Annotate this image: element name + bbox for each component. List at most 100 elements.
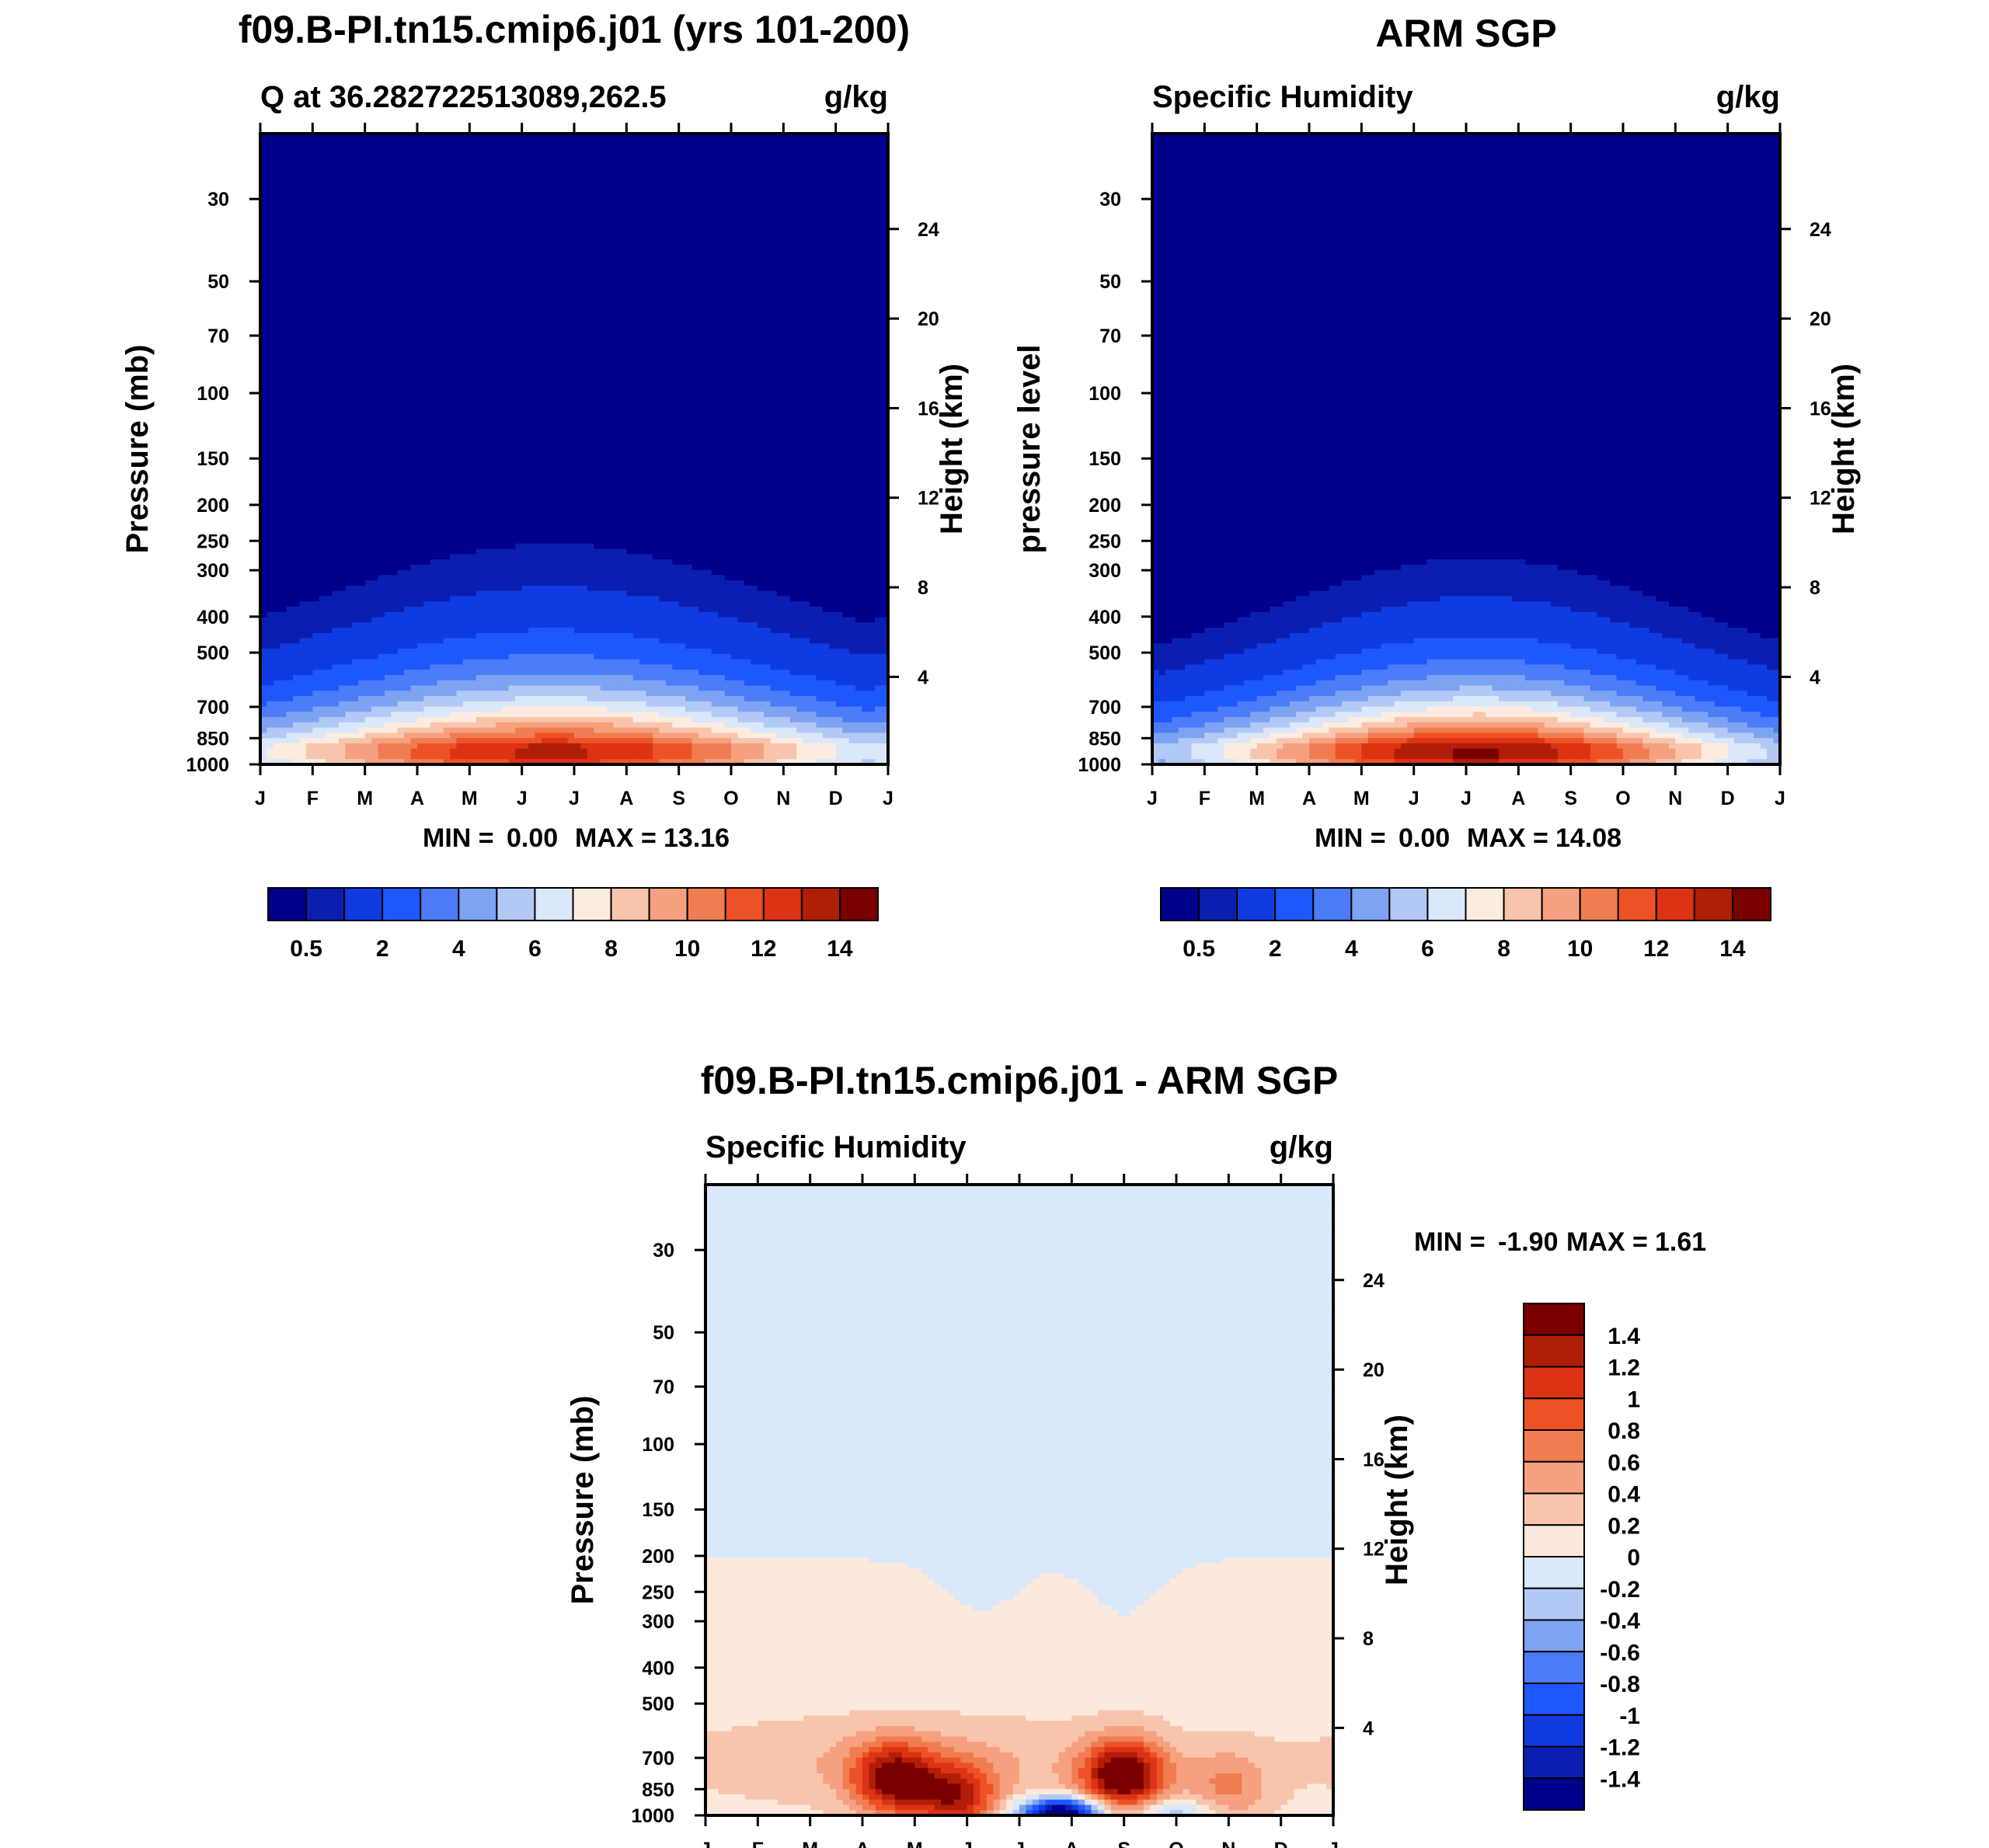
- colorbar-box: [1274, 887, 1315, 921]
- colorbar-box: [724, 887, 765, 921]
- y-axis-label-right: Height (km): [1380, 1415, 1414, 1585]
- x-tick-label: S: [672, 788, 685, 809]
- pressure-tick-label: 700: [642, 1748, 674, 1770]
- x-tick-label: J: [1328, 1839, 1339, 1848]
- x-tick-label: O: [1615, 788, 1630, 809]
- pressure-tick-label: 500: [197, 642, 229, 664]
- colorbar-box: [572, 887, 612, 921]
- pressure-tick-label: 700: [1089, 697, 1121, 719]
- pressure-tick-label: 1000: [186, 754, 229, 776]
- colorbar-box: [1523, 1460, 1585, 1495]
- pressure-tick-label: 400: [642, 1658, 674, 1679]
- colorbar-label: 8: [1497, 936, 1510, 962]
- x-tick-label: O: [1169, 1839, 1183, 1848]
- x-tick-label: J: [1409, 788, 1419, 809]
- x-tick-label: M: [1249, 788, 1265, 809]
- height-tick-label: 16: [918, 398, 939, 419]
- pressure-tick-label: 150: [642, 1499, 674, 1521]
- panel-2: MIN = 0.00 MAX = 14.08 0.5 2 4 6 8 10 12 14: [1141, 123, 1791, 962]
- x-tick-label: J: [1775, 788, 1785, 809]
- colorbar-label: -1.2: [1600, 1735, 1640, 1761]
- min-max-stats: MIN = -1.90 MAX = 1.61: [1414, 1227, 1706, 1257]
- colorbar: 0.5 2 4 6 8 10 12 14: [1160, 887, 1771, 962]
- x-tick-label: D: [829, 788, 843, 809]
- pressure-tick-label: 850: [642, 1779, 674, 1801]
- colorbar-box: [1523, 1587, 1585, 1621]
- pressure-tick-label: 70: [653, 1376, 674, 1398]
- x-tick-label: M: [1353, 788, 1370, 809]
- stat-max_label: MAX =: [1566, 1227, 1648, 1257]
- colorbar-box: [1503, 887, 1543, 921]
- colorbar-box: [1198, 887, 1238, 921]
- height-tick-label: 24: [1363, 1270, 1385, 1292]
- colorbar-label: 14: [1719, 936, 1746, 962]
- colorbar-box: [1523, 1334, 1585, 1368]
- height-tick-label: 20: [1363, 1359, 1385, 1381]
- panel-subtitle-right: g/kg: [1716, 80, 1780, 114]
- y-axis-label-right: Height (km): [1827, 364, 1861, 534]
- x-tick-label: J: [700, 1839, 711, 1848]
- colorbar-box: [1523, 1429, 1585, 1463]
- panel-title: ARM SGP: [1375, 12, 1556, 55]
- colorbar-label: 1.4: [1608, 1324, 1640, 1349]
- pressure-tick-label: 150: [197, 448, 229, 470]
- height-tick-label: 24: [1810, 219, 1831, 241]
- colorbar-box: [1312, 887, 1353, 921]
- colorbar-box: [610, 887, 650, 921]
- pressure-tick-label: 200: [642, 1546, 674, 1568]
- colorbar-box: [1693, 887, 1733, 921]
- colorbar-label: 0: [1627, 1545, 1640, 1571]
- x-tick-label: J: [255, 788, 266, 809]
- colorbar-box: [1523, 1524, 1585, 1557]
- stat-min_label: MIN =: [1315, 823, 1386, 853]
- pressure-tick-label: 700: [197, 697, 229, 719]
- pressure-tick-label: 300: [642, 1611, 674, 1633]
- height-tick-label: 8: [1810, 577, 1820, 599]
- x-tick-label: F: [307, 788, 319, 809]
- colorbar-box: [1541, 887, 1581, 921]
- panel-3: MIN = -1.90 MAX = 1.61 1.4 1.2 1 0.8 0.6 0.4 0.2 0 -…: [695, 1174, 1706, 1826]
- pressure-tick-label: 100: [642, 1434, 674, 1456]
- pressure-tick-label: 70: [207, 325, 229, 347]
- stat-max: 14.08: [1555, 823, 1622, 853]
- x-tick-label: J: [1461, 788, 1472, 809]
- x-tick-label: N: [1221, 1839, 1235, 1848]
- colorbar-box: [1523, 1303, 1585, 1336]
- colorbar-label: -0.8: [1600, 1672, 1640, 1697]
- colorbar-box: [420, 887, 460, 921]
- x-tick-label: N: [1668, 788, 1682, 809]
- contour-field: [260, 134, 889, 765]
- stat-max: 13.16: [664, 823, 730, 853]
- pressure-tick-label: 30: [207, 189, 229, 211]
- stat-min_label: MIN =: [423, 823, 494, 853]
- stat-max_label: MAX =: [575, 823, 657, 853]
- x-tick-label: A: [855, 1839, 869, 1848]
- colorbar-label: 8: [604, 936, 618, 962]
- colorbar-box: [1160, 887, 1200, 921]
- colorbar: 0.5 2 4 6 8 10 12 14: [267, 887, 879, 962]
- colorbar-label: -0.4: [1600, 1609, 1640, 1634]
- contour-field: [1152, 134, 1781, 765]
- pressure-tick-label: 200: [1089, 495, 1121, 517]
- pressure-tick-label: 1000: [1078, 754, 1121, 776]
- x-tick-label: J: [1147, 788, 1158, 809]
- colorbar-label: 4: [452, 936, 465, 962]
- colorbar-box: [838, 887, 879, 921]
- pressure-tick-label: 30: [1099, 189, 1121, 211]
- x-tick-label: M: [357, 788, 373, 809]
- pressure-tick-label: 850: [197, 728, 229, 750]
- colorbar-label: 1.2: [1608, 1356, 1640, 1381]
- colorbar-box: [1579, 887, 1619, 921]
- y-axis-label-left: Pressure (mb): [120, 345, 155, 554]
- x-tick-label: M: [802, 1839, 818, 1848]
- pressure-tick-label: 100: [197, 383, 229, 405]
- pressure-tick-label: 500: [642, 1693, 674, 1715]
- colorbar-label: 6: [1421, 936, 1434, 962]
- colorbar-box: [267, 887, 308, 921]
- colorbar-label: 14: [827, 936, 853, 962]
- colorbar-box: [1523, 1619, 1585, 1653]
- height-tick-label: 4: [1363, 1717, 1374, 1739]
- x-tick-label: F: [1199, 788, 1210, 809]
- height-tick-label: 4: [918, 666, 928, 688]
